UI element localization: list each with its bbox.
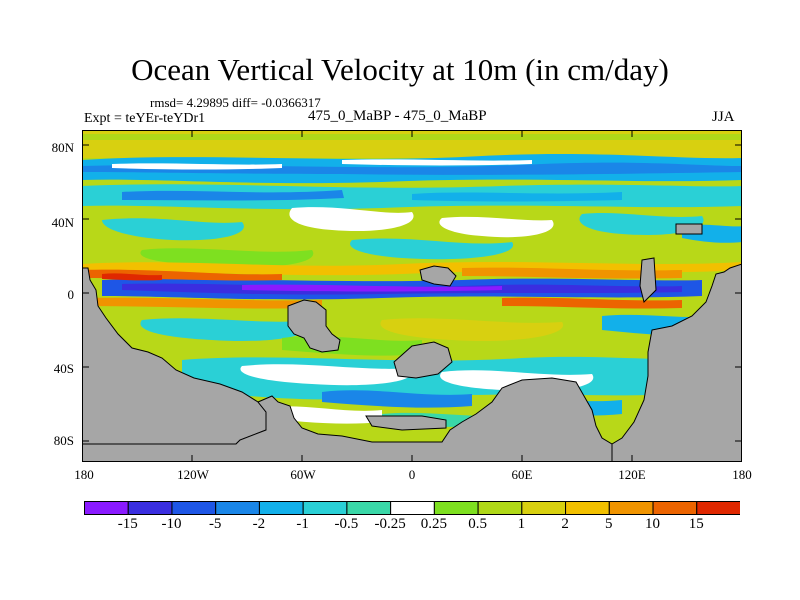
colorbar-label: 15 bbox=[688, 516, 704, 532]
colorbar-label: -5 bbox=[208, 516, 222, 532]
lon-label-180e: 180 bbox=[732, 467, 752, 482]
colorbar-label: -0.5 bbox=[334, 516, 359, 532]
colorbar bbox=[84, 501, 740, 515]
lon-label-120e: 120E bbox=[618, 467, 646, 482]
colorbar-swatch bbox=[433, 501, 479, 515]
colorbar-swatch bbox=[171, 501, 217, 515]
colorbar-label: -1 bbox=[296, 516, 309, 532]
southern-landmass bbox=[82, 377, 742, 462]
lon-label-60e: 60E bbox=[511, 467, 533, 482]
colorbar-swatch bbox=[215, 501, 260, 515]
experiment-label: Expt = teYEr-teYDr1 bbox=[84, 111, 206, 126]
map-panel bbox=[82, 130, 742, 462]
axis-ticks bbox=[82, 130, 742, 462]
colorbar-swatch bbox=[258, 501, 304, 515]
lat-label-40s: 40S bbox=[53, 361, 74, 376]
lat-label-40n: 40N bbox=[51, 215, 74, 230]
lat-label-80s: 80S bbox=[53, 433, 74, 448]
southern-shelf bbox=[365, 415, 447, 431]
colorbar-label: 2 bbox=[561, 516, 569, 532]
colorbar-swatch bbox=[696, 501, 740, 515]
colorbar-swatch bbox=[608, 501, 654, 515]
colorbar-swatch bbox=[565, 501, 610, 515]
colorbar-label: -10 bbox=[161, 516, 182, 532]
lat-label-0: 0 bbox=[67, 287, 75, 302]
lon-label-120w: 120W bbox=[177, 467, 209, 482]
colorbar-swatch bbox=[477, 501, 523, 515]
lat-label-80n: 80N bbox=[51, 140, 74, 155]
colorbar-swatch bbox=[302, 501, 348, 515]
colorbar-label: -2 bbox=[252, 516, 266, 532]
eastern-landmass bbox=[611, 263, 742, 462]
case-label: 475_0_MaBP - 475_0_MaBP bbox=[308, 108, 487, 124]
season-label: JJA bbox=[712, 109, 735, 125]
colorbar-label: 0.5 bbox=[468, 516, 487, 532]
northeast-island bbox=[675, 223, 703, 235]
colorbar-label: 5 bbox=[605, 516, 613, 532]
colorbar-swatch bbox=[346, 501, 392, 515]
colorbar-swatch bbox=[390, 501, 435, 515]
rmsd-diff-stats: rmsd= 4.29895 diff= -0.0366317 bbox=[150, 95, 321, 110]
lon-label-0: 0 bbox=[408, 467, 416, 482]
colorbar-label: 10 bbox=[645, 516, 661, 532]
colorbar-label: 1 bbox=[517, 516, 526, 532]
southern-island bbox=[393, 341, 453, 379]
equatorial-island bbox=[419, 265, 457, 287]
colorbar-swatch bbox=[127, 501, 173, 515]
eastern-peninsula bbox=[639, 257, 657, 303]
colorbar-swatch bbox=[84, 501, 129, 515]
land-masses bbox=[82, 223, 742, 462]
plot-title: Ocean Vertical Velocity at 10m (in cm/da… bbox=[131, 52, 669, 87]
colorbar-swatch bbox=[521, 501, 567, 515]
colorbar-label: 0.25 bbox=[420, 516, 447, 532]
lon-label-180w: 180 bbox=[74, 467, 94, 482]
colorbar-label: -15 bbox=[117, 516, 138, 532]
colorbar-label: -0.25 bbox=[374, 516, 406, 532]
central-island bbox=[287, 299, 341, 353]
colorbar-swatch bbox=[652, 501, 698, 515]
lon-label-60w: 60W bbox=[290, 467, 316, 482]
